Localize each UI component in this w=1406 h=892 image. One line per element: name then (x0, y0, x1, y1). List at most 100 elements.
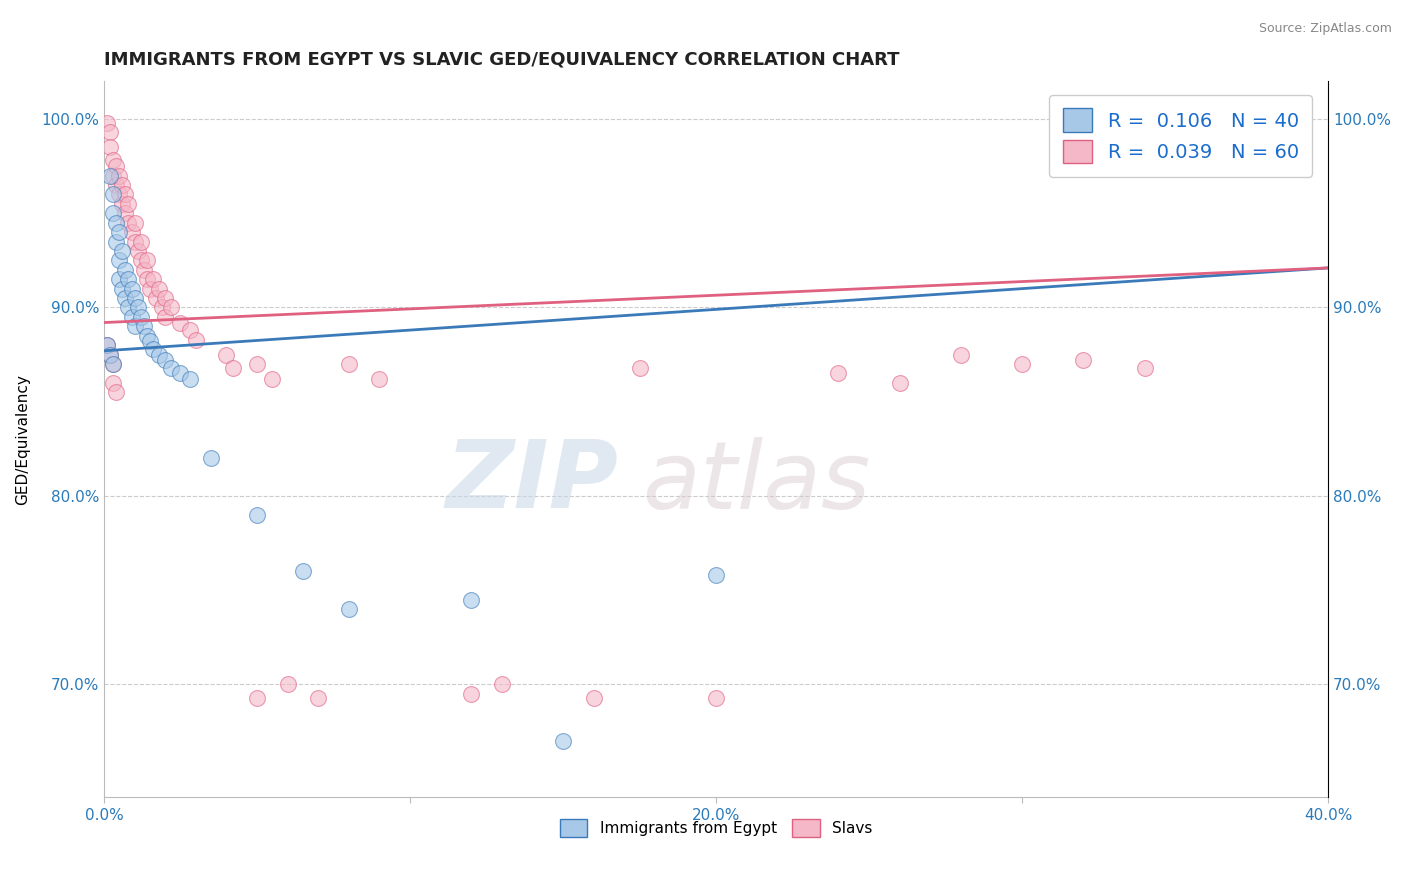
Point (127, 301, 149, 315)
Point (704, 690, 727, 705)
Point (101, 187, 124, 202)
Y-axis label: GED/Equivalency: GED/Equivalency (15, 374, 30, 505)
Point (337, 357, 360, 371)
Point (148, 282, 170, 296)
Point (108, 253, 131, 268)
Point (153, 353, 176, 368)
Point (142, 272, 165, 286)
Point (117, 216, 139, 230)
Point (124, 291, 146, 305)
Point (200, 451, 222, 466)
Point (129, 310, 152, 324)
Point (98, 348, 121, 362)
Point (150, 301, 173, 315)
Point (628, 360, 651, 375)
Point (145, 291, 167, 305)
Point (135, 328, 157, 343)
Point (105, 235, 128, 249)
Point (121, 282, 143, 296)
Point (114, 291, 136, 305)
Point (129, 235, 152, 249)
Point (108, 225, 131, 239)
Point (101, 357, 124, 371)
Point (117, 197, 139, 211)
Point (129, 253, 152, 268)
Point (98, 140, 121, 154)
Point (153, 291, 176, 305)
Point (135, 253, 157, 268)
Point (1071, 353, 1094, 368)
Point (111, 197, 134, 211)
Point (121, 225, 143, 239)
Point (105, 216, 128, 230)
Point (108, 169, 131, 183)
Point (96, 338, 118, 352)
Point (124, 216, 146, 230)
Point (121, 310, 143, 324)
Point (179, 323, 201, 337)
Point (101, 153, 124, 168)
Point (160, 301, 183, 315)
Point (108, 187, 131, 202)
Point (132, 262, 155, 277)
Point (246, 357, 269, 371)
Point (111, 282, 134, 296)
Point (117, 272, 139, 286)
Point (124, 319, 146, 334)
Point (111, 244, 134, 258)
Point (949, 348, 972, 362)
Text: Source: ZipAtlas.com: Source: ZipAtlas.com (1258, 22, 1392, 36)
Point (142, 342, 165, 356)
Point (98, 169, 121, 183)
Point (148, 348, 170, 362)
Point (291, 564, 314, 578)
Point (179, 372, 201, 386)
Text: IMMIGRANTS FROM EGYPT VS SLAVIC GED/EQUIVALENCY CORRELATION CHART: IMMIGRANTS FROM EGYPT VS SLAVIC GED/EQUI… (104, 51, 900, 69)
Point (1133, 360, 1156, 375)
Point (246, 508, 269, 522)
Legend: Immigrants from Egypt, Slavs: Immigrants from Egypt, Slavs (554, 813, 879, 844)
Point (114, 187, 136, 202)
Point (1286, 103, 1309, 117)
Point (704, 568, 727, 582)
Point (460, 687, 482, 701)
Point (246, 690, 269, 705)
Point (262, 372, 284, 386)
Point (215, 348, 238, 362)
Text: atlas: atlas (643, 437, 870, 528)
Point (368, 372, 391, 386)
Point (139, 334, 162, 349)
Point (105, 178, 128, 192)
Point (98, 125, 121, 139)
Point (114, 206, 136, 220)
Point (169, 367, 191, 381)
Point (169, 316, 191, 330)
Point (101, 357, 124, 371)
Point (105, 385, 128, 400)
Point (184, 333, 207, 347)
Point (827, 367, 849, 381)
Point (1011, 357, 1033, 371)
Point (101, 169, 124, 183)
Point (101, 206, 124, 220)
Text: ZIP: ZIP (446, 436, 619, 528)
Point (108, 272, 131, 286)
Point (96, 116, 118, 130)
Point (114, 262, 136, 277)
Point (889, 376, 911, 390)
Point (124, 235, 146, 249)
Point (96, 338, 118, 352)
Point (491, 677, 513, 691)
Point (101, 376, 124, 390)
Point (127, 244, 149, 258)
Point (105, 159, 128, 173)
Point (337, 602, 360, 616)
Point (139, 282, 162, 296)
Point (582, 690, 605, 705)
Point (132, 319, 155, 334)
Point (117, 301, 139, 315)
Point (307, 690, 329, 705)
Point (160, 360, 183, 375)
Point (98, 348, 121, 362)
Point (153, 310, 176, 324)
